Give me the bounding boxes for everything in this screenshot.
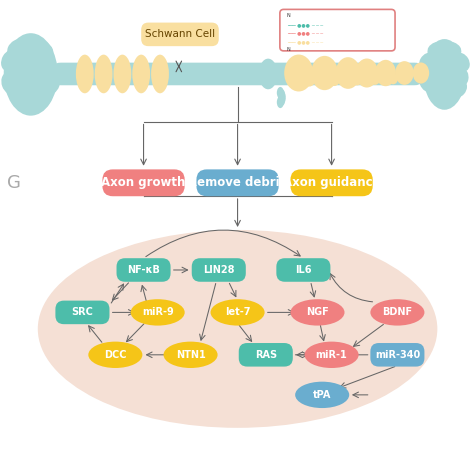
Ellipse shape <box>113 55 131 93</box>
Ellipse shape <box>328 71 340 86</box>
Ellipse shape <box>151 55 169 93</box>
Ellipse shape <box>423 39 465 110</box>
Ellipse shape <box>277 96 284 108</box>
Ellipse shape <box>284 55 313 91</box>
FancyBboxPatch shape <box>280 9 395 51</box>
FancyBboxPatch shape <box>239 343 293 366</box>
Text: G: G <box>7 173 21 191</box>
Ellipse shape <box>413 63 429 83</box>
Ellipse shape <box>42 72 60 95</box>
Ellipse shape <box>428 88 448 103</box>
Text: LIN28: LIN28 <box>203 265 235 275</box>
Text: IL6: IL6 <box>295 265 311 275</box>
Ellipse shape <box>450 80 467 98</box>
Text: Axon guidance: Axon guidance <box>283 176 381 189</box>
Ellipse shape <box>131 299 185 326</box>
Ellipse shape <box>277 87 284 99</box>
Text: miR-1: miR-1 <box>316 350 347 360</box>
Ellipse shape <box>454 53 470 72</box>
FancyBboxPatch shape <box>192 258 246 282</box>
Ellipse shape <box>337 62 347 73</box>
Text: Axon growth: Axon growth <box>101 176 186 189</box>
Ellipse shape <box>88 342 142 368</box>
Ellipse shape <box>132 55 150 93</box>
Ellipse shape <box>4 33 58 116</box>
Ellipse shape <box>351 72 363 85</box>
Ellipse shape <box>419 73 435 92</box>
FancyBboxPatch shape <box>291 169 373 196</box>
FancyBboxPatch shape <box>50 63 426 85</box>
Ellipse shape <box>453 68 469 88</box>
Ellipse shape <box>370 299 424 326</box>
Text: N: N <box>287 13 291 18</box>
FancyBboxPatch shape <box>117 258 171 282</box>
Text: NTN1: NTN1 <box>176 350 205 360</box>
Ellipse shape <box>1 72 20 95</box>
Ellipse shape <box>305 342 359 368</box>
Ellipse shape <box>428 42 447 57</box>
Ellipse shape <box>38 230 438 428</box>
FancyBboxPatch shape <box>196 169 279 196</box>
Text: let-7: let-7 <box>225 308 250 318</box>
Ellipse shape <box>164 342 218 368</box>
Ellipse shape <box>7 39 29 58</box>
Ellipse shape <box>31 40 54 60</box>
Text: miR-340: miR-340 <box>375 350 420 360</box>
Ellipse shape <box>295 382 349 408</box>
Ellipse shape <box>1 49 20 72</box>
Ellipse shape <box>442 42 461 57</box>
Ellipse shape <box>76 55 94 93</box>
Ellipse shape <box>357 62 366 73</box>
Ellipse shape <box>19 36 43 54</box>
Ellipse shape <box>389 73 398 84</box>
FancyBboxPatch shape <box>102 169 185 196</box>
Text: DCC: DCC <box>104 350 127 360</box>
Ellipse shape <box>278 94 285 106</box>
Ellipse shape <box>336 57 360 89</box>
FancyBboxPatch shape <box>370 343 424 366</box>
Ellipse shape <box>419 53 436 72</box>
Text: tPA: tPA <box>313 390 331 400</box>
Ellipse shape <box>356 58 378 88</box>
Ellipse shape <box>210 299 264 326</box>
Ellipse shape <box>30 87 53 107</box>
Ellipse shape <box>259 59 277 89</box>
Text: Remove debris: Remove debris <box>188 176 287 189</box>
Ellipse shape <box>95 55 112 93</box>
Ellipse shape <box>278 89 285 101</box>
Text: NF-κB: NF-κB <box>127 265 160 275</box>
Text: RAS: RAS <box>255 350 277 360</box>
Ellipse shape <box>9 87 31 107</box>
Text: ─── ●●● ~~~: ─── ●●● ~~~ <box>287 39 324 44</box>
Text: SRC: SRC <box>72 308 93 318</box>
Text: Schwann Cell: Schwann Cell <box>145 29 215 39</box>
Text: miR-9: miR-9 <box>142 308 173 318</box>
Text: ─── ●●● ~~~: ─── ●●● ~~~ <box>287 30 324 36</box>
Ellipse shape <box>311 56 338 90</box>
Text: NGF: NGF <box>306 308 329 318</box>
Ellipse shape <box>302 71 316 87</box>
Ellipse shape <box>370 73 380 85</box>
Text: N: N <box>287 47 291 52</box>
Ellipse shape <box>375 60 396 86</box>
Ellipse shape <box>313 61 324 73</box>
Ellipse shape <box>286 61 298 74</box>
Ellipse shape <box>377 63 385 72</box>
FancyBboxPatch shape <box>141 23 219 46</box>
Ellipse shape <box>279 91 286 103</box>
Text: BDNF: BDNF <box>383 308 412 318</box>
Text: ─── ●●● ~~~: ─── ●●● ~~~ <box>287 22 324 27</box>
Ellipse shape <box>291 299 345 326</box>
FancyBboxPatch shape <box>276 258 330 282</box>
Ellipse shape <box>395 61 414 85</box>
FancyBboxPatch shape <box>55 301 109 324</box>
